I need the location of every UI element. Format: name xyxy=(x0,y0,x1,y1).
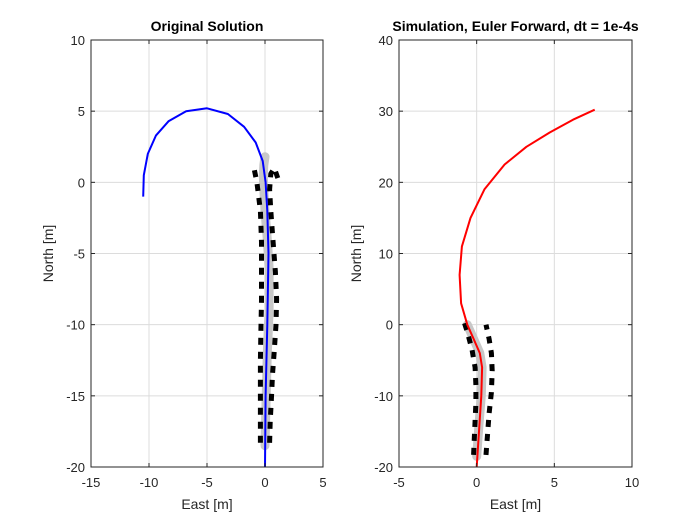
subplot-simulation-euler-forward: -5 0 5 10 -20 -10 0 10 20 30 40 East [m] North [m] Si… xyxy=(348,18,639,512)
boundary-marker-right xyxy=(483,324,495,456)
x-tick-label: 0 xyxy=(261,475,268,490)
data-layer xyxy=(458,108,596,467)
y-tick-label: -15 xyxy=(66,389,85,404)
x-axis-label: East [m] xyxy=(490,496,541,512)
y-tick-label: 30 xyxy=(379,104,393,119)
x-tick-label: 0 xyxy=(473,475,480,490)
chart-title: Original Solution xyxy=(151,18,264,34)
y-tick-label: -20 xyxy=(374,460,393,475)
boundary-marker-right xyxy=(267,165,281,443)
trajectory-line xyxy=(458,108,596,467)
y-tick-label: -10 xyxy=(374,389,393,404)
x-axis-label: East [m] xyxy=(181,496,232,512)
boundary-marker-left xyxy=(460,316,479,456)
x-tick-label: -5 xyxy=(393,475,405,490)
trajectory-line xyxy=(142,107,270,467)
x-tick-label: 5 xyxy=(319,475,326,490)
y-tick-label: 0 xyxy=(78,175,85,190)
chart-title: Simulation, Euler Forward, dt = 1e-4s xyxy=(392,18,638,34)
boundary-marker-left xyxy=(250,164,264,443)
x-tick-label: -10 xyxy=(140,475,159,490)
y-tick-label: -20 xyxy=(66,460,85,475)
y-tick-label: -5 xyxy=(73,247,85,262)
y-tick-label: 40 xyxy=(379,33,393,48)
y-tick-label: 5 xyxy=(78,104,85,119)
y-axis-label: North [m] xyxy=(348,225,364,283)
y-tick-label: -10 xyxy=(66,318,85,333)
y-tick-label: 10 xyxy=(379,247,393,262)
x-tick-label: 10 xyxy=(625,475,639,490)
y-tick-label: 10 xyxy=(71,33,85,48)
data-layer xyxy=(142,107,281,467)
x-tick-label: -15 xyxy=(82,475,101,490)
x-tick-label: -5 xyxy=(201,475,213,490)
x-tick-label: 5 xyxy=(551,475,558,490)
y-axis-label: North [m] xyxy=(40,225,56,283)
y-tick-label: 0 xyxy=(386,318,393,333)
y-tick-label: 20 xyxy=(379,175,393,190)
